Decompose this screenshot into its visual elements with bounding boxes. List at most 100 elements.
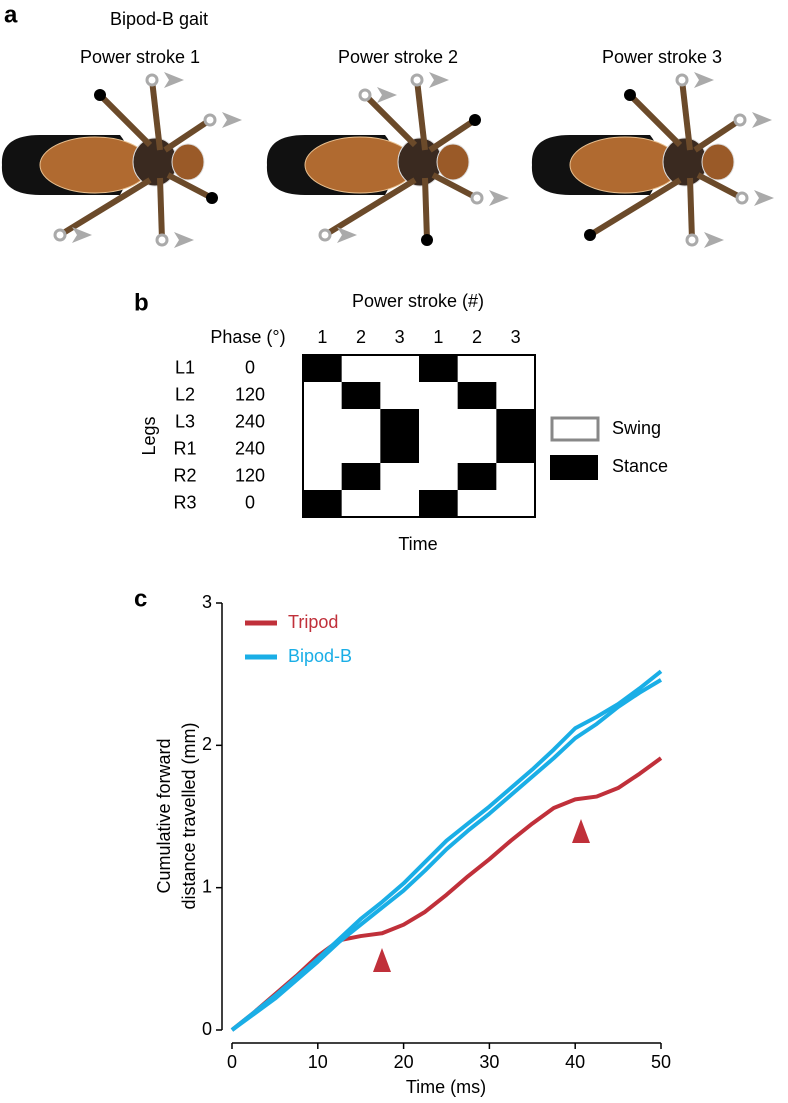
phase-value: 0 [245, 357, 255, 377]
foot-stance [469, 114, 481, 126]
stroke-number: 2 [472, 327, 482, 347]
phase-value: 120 [235, 384, 265, 404]
panel-label: c [134, 585, 147, 612]
stroke-number: 1 [317, 327, 327, 347]
foot-swing [318, 228, 332, 242]
leg [428, 117, 477, 153]
foot-stance [421, 234, 433, 246]
foot-stance [624, 89, 636, 101]
stance-cell [341, 463, 381, 490]
leg [422, 177, 430, 241]
legend-label: Swing [612, 418, 661, 438]
grid-title: Power stroke (#) [352, 291, 484, 311]
phase-value: 240 [235, 411, 265, 431]
x-axis-label: Time (ms) [406, 1077, 486, 1097]
foot-stance [94, 89, 106, 101]
legs-label: Legs [139, 416, 159, 455]
head [701, 143, 735, 181]
leg [163, 117, 212, 153]
foot-swing [735, 191, 749, 205]
stance-cell [303, 490, 342, 517]
swing-arrow [694, 72, 714, 88]
phase-value: 240 [235, 438, 265, 458]
stance-cell [496, 409, 535, 436]
y-axis-label: distance travelled (mm) [179, 722, 199, 909]
foot-stance [206, 192, 218, 204]
swing-arrow [489, 190, 509, 206]
leg [97, 92, 153, 148]
x-tick-label: 30 [479, 1052, 499, 1072]
leg-label: L2 [175, 384, 195, 404]
swing-arrow [429, 72, 449, 88]
swing-arrow [174, 232, 194, 248]
swing-arrow [72, 227, 92, 243]
legend-label: Tripod [288, 612, 338, 632]
swing-arrow [754, 190, 774, 206]
leg [149, 79, 163, 151]
y-tick-label: 0 [202, 1019, 212, 1039]
grid-x-label: Time [398, 534, 437, 554]
stance-cell [303, 355, 342, 382]
stance-cell [419, 355, 458, 382]
stance-cell [341, 382, 381, 409]
data-line [230, 756, 663, 1032]
swing-arrow [164, 72, 184, 88]
x-tick-label: 50 [651, 1052, 671, 1072]
stroke-number: 1 [433, 327, 443, 347]
leg [696, 172, 744, 201]
stance-cell [380, 409, 419, 436]
head [171, 143, 205, 181]
legend-label: Stance [612, 456, 668, 476]
foot-stance [584, 229, 596, 241]
stroke-number: 3 [395, 327, 405, 347]
head [436, 143, 470, 181]
legend-swatch-stance [550, 455, 598, 480]
stance-cell [457, 382, 497, 409]
leg [693, 117, 742, 153]
foot-swing [675, 73, 689, 87]
stance-cell [419, 490, 458, 517]
swing-arrow [704, 232, 724, 248]
data-line [230, 678, 663, 1032]
stance-cell [457, 463, 497, 490]
leg [166, 172, 214, 201]
insect [266, 72, 509, 246]
legend-swatch-swing [550, 416, 600, 442]
phase-header: Phase (°) [210, 327, 285, 347]
leg [588, 177, 682, 238]
x-tick-label: 10 [308, 1052, 328, 1072]
foot-swing [203, 113, 217, 127]
annotation-arrow [572, 819, 590, 843]
annotation-arrow [373, 948, 391, 972]
data-line [230, 669, 663, 1032]
x-tick-label: 0 [227, 1052, 237, 1072]
foot-swing [358, 88, 372, 102]
phase-value: 120 [235, 465, 265, 485]
y-tick-label: 3 [202, 592, 212, 612]
foot-swing [470, 191, 484, 205]
foot-swing [53, 228, 67, 242]
y-tick-label: 1 [202, 876, 212, 896]
swing-arrow [752, 112, 772, 128]
stroke-title: Power stroke 2 [338, 47, 458, 67]
leg [431, 172, 479, 201]
stance-cell [380, 436, 419, 463]
panel-title: Bipod-B gait [110, 9, 208, 29]
insect [531, 72, 774, 248]
swing-arrow [337, 227, 357, 243]
legend-label: Bipod-B [288, 646, 352, 666]
leg [157, 177, 165, 241]
x-tick-label: 20 [394, 1052, 414, 1072]
panel-label: b [134, 289, 149, 316]
swing-arrow [222, 112, 242, 128]
stroke-title: Power stroke 1 [80, 47, 200, 67]
stroke-title: Power stroke 3 [602, 47, 722, 67]
leg-label: L3 [175, 411, 195, 431]
foot-swing [410, 73, 424, 87]
leg [414, 79, 428, 151]
foot-swing [155, 233, 169, 247]
foot-swing [733, 113, 747, 127]
leg [362, 92, 418, 148]
